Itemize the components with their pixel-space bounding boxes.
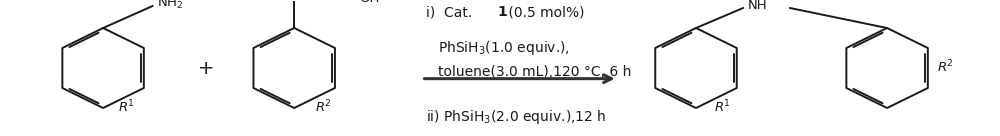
Text: +: + — [198, 58, 214, 78]
Text: R$^1$: R$^1$ — [118, 99, 134, 115]
Text: ii) PhSiH$_3$(2.0 equiv.),12 h: ii) PhSiH$_3$(2.0 equiv.),12 h — [426, 108, 607, 126]
Text: (0.5 mol%): (0.5 mol%) — [504, 5, 584, 19]
Text: OH: OH — [359, 0, 380, 4]
Text: PhSiH$_3$(1.0 equiv.),: PhSiH$_3$(1.0 equiv.), — [438, 39, 570, 57]
Text: 1: 1 — [497, 5, 507, 19]
Text: R$^2$: R$^2$ — [937, 59, 954, 75]
Text: toluene(3.0 mL),120 °C, 6 h: toluene(3.0 mL),120 °C, 6 h — [438, 65, 632, 79]
Text: NH$_2$: NH$_2$ — [157, 0, 184, 11]
Text: R$^1$: R$^1$ — [714, 99, 730, 115]
Text: R$^2$: R$^2$ — [315, 99, 331, 115]
Text: NH: NH — [748, 0, 768, 12]
Text: i)  Cat.: i) Cat. — [426, 5, 473, 19]
